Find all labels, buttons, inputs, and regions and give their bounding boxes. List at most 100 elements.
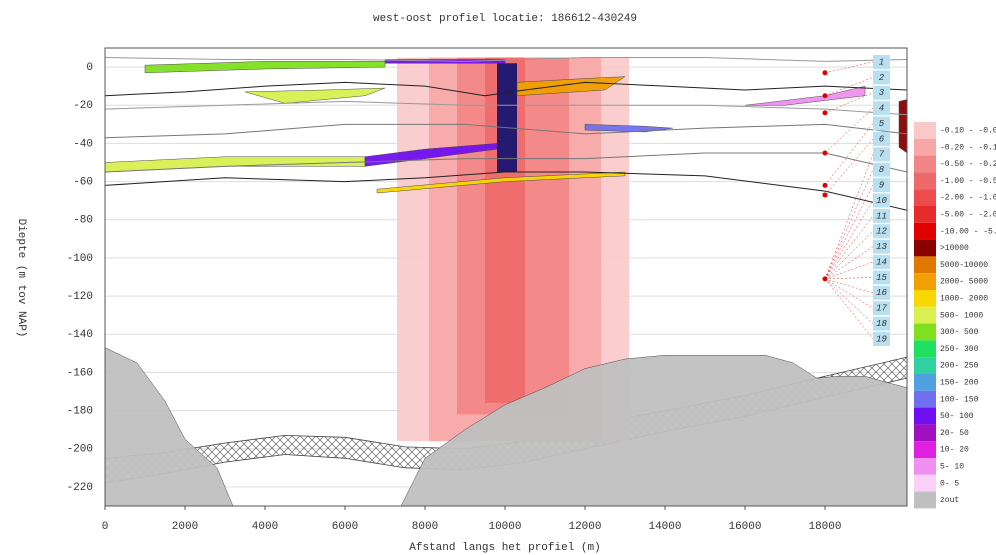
layer-label-box [873, 70, 890, 85]
layer-label: 17 [876, 304, 887, 314]
connector [824, 278, 874, 294]
legend-swatch [914, 138, 936, 156]
layer-label: 1 [879, 57, 884, 67]
connector [824, 215, 874, 280]
layer-label: 19 [876, 334, 887, 344]
legend-label: zout [940, 496, 959, 505]
legend-label: -0.20 - -0.10 [940, 143, 996, 152]
legend-swatch [914, 491, 936, 509]
layer-boundary [105, 100, 907, 116]
layer-label: 4 [879, 104, 884, 114]
layer-boundary [105, 171, 907, 211]
connector [824, 231, 874, 280]
layer-label: 16 [876, 288, 887, 298]
layer-label-box [873, 208, 890, 223]
layer-boundary [105, 152, 907, 173]
legend-swatch [914, 206, 936, 223]
legend-swatch [914, 122, 936, 139]
x-tick-label: 18000 [808, 521, 841, 533]
well-point [822, 182, 828, 188]
plot-area [105, 57, 907, 506]
legend-swatch [914, 273, 936, 290]
legend-label: 5000-10000 [940, 261, 988, 270]
legend-swatch [914, 458, 936, 475]
legend-swatch [914, 474, 936, 492]
legend-label: 150- 200 [940, 379, 979, 388]
geo-layer [744, 85, 866, 106]
connector [824, 108, 874, 154]
y-tick-label: -200 [67, 444, 93, 456]
layer-label-box [873, 85, 890, 100]
legend-swatch [914, 323, 936, 341]
geo-layer [376, 171, 626, 194]
chart-title: west-oost profiel locatie: 186612-430249 [373, 13, 637, 25]
well-point [822, 192, 828, 198]
legend-swatch [914, 189, 936, 206]
legend-swatch [914, 357, 936, 374]
legend-label: 200- 250 [940, 362, 979, 371]
layer-label-box [873, 255, 890, 270]
legend-label: 0- 5 [940, 479, 959, 488]
legend-label: 50- 100 [940, 412, 974, 421]
well-point [822, 110, 828, 116]
layer-boundary [105, 57, 907, 62]
legend-swatch [914, 290, 936, 307]
geo-layer [400, 354, 907, 506]
connector [824, 138, 874, 196]
x-tick-label: 6000 [332, 521, 358, 533]
layer-label-box [873, 270, 890, 285]
y-tick-label: -100 [67, 253, 93, 265]
y-axis-label: Diepte (m tov NAP) [15, 219, 27, 338]
connector [824, 200, 874, 280]
connector [824, 77, 874, 96]
layer-label: 5 [879, 119, 885, 129]
layer-label: 11 [876, 211, 887, 221]
connector [824, 278, 874, 340]
y-tick-label: -20 [73, 100, 93, 112]
layer-label-box [873, 239, 890, 254]
legend-swatch [914, 441, 936, 458]
y-tick-label: -120 [67, 291, 93, 303]
layer-label: 9 [879, 180, 885, 190]
legend-label: 300- 500 [940, 328, 979, 337]
y-tick-label: 0 [86, 62, 93, 74]
connector [824, 278, 874, 309]
legend-label: 5- 10 [940, 463, 964, 472]
well-point [822, 93, 828, 99]
layer-label-box [873, 193, 890, 208]
legend-swatch [914, 256, 936, 274]
layer-label-box [873, 101, 890, 116]
legend-swatch [914, 172, 936, 190]
x-tick-label: 14000 [648, 521, 681, 533]
legend-label: -1.00 - -0.50 [940, 177, 996, 186]
x-tick-label: 8000 [412, 521, 438, 533]
layer-label: 15 [876, 273, 887, 283]
connector [824, 154, 874, 279]
layer-label: 13 [876, 242, 887, 252]
legend-label: -10.00 - -5.00 [940, 227, 996, 236]
well-point [822, 276, 828, 282]
x-tick-label: 12000 [568, 521, 601, 533]
x-tick-label: 0 [102, 521, 109, 533]
layer-label-box [873, 55, 890, 69]
legend-label: -2.00 - -1.00 [940, 194, 996, 203]
well-point [822, 150, 828, 156]
layer-label-box [873, 178, 890, 193]
legend-label: -0.10 - -0.05 [940, 127, 996, 136]
layer-label-box [873, 147, 890, 162]
geo-layer [898, 99, 907, 154]
connector [824, 123, 874, 186]
layer-label-box [873, 301, 890, 316]
concentration-band [497, 63, 517, 173]
legend-label: -0.50 - -0.20 [940, 160, 996, 169]
y-tick-label: -220 [67, 482, 93, 494]
layer-label-box [873, 131, 890, 146]
y-tick-label: -140 [67, 329, 93, 341]
y-tick-label: -180 [67, 405, 93, 417]
x-tick-label: 2000 [172, 521, 198, 533]
connector [824, 185, 874, 279]
legend-swatch [914, 340, 936, 358]
connector [824, 277, 874, 280]
legend-label: 250- 300 [940, 345, 979, 354]
